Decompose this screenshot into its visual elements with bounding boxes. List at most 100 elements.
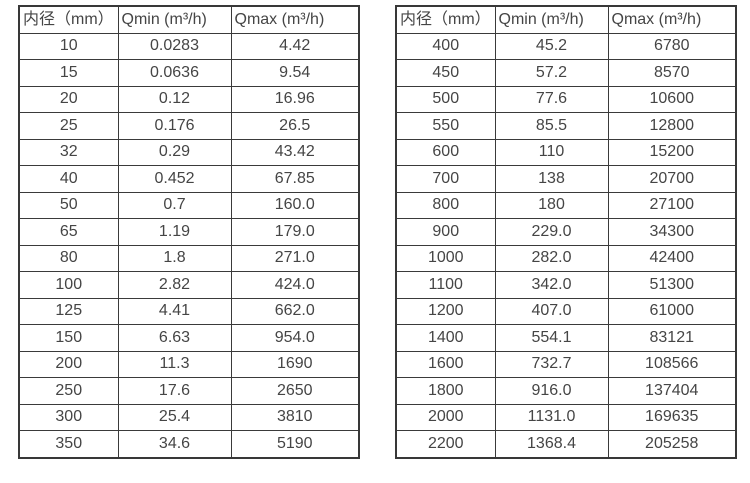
- table-row: 2200 1368.4 205258: [395, 430, 737, 458]
- qmin-cell: 282.0: [494, 244, 609, 272]
- diameter-cell: 100: [18, 271, 119, 299]
- header-qmin: Qmin (m³/h): [494, 5, 609, 34]
- diameter-cell: 1100: [395, 271, 496, 299]
- qmax-cell: 16.96: [230, 85, 360, 113]
- qmin-cell: 34.6: [117, 430, 232, 458]
- diameter-cell: 700: [395, 165, 496, 193]
- qmin-cell: 57.2: [494, 59, 609, 87]
- table-row: 250 17.6 2650: [18, 377, 360, 405]
- table-row: 1800 916.0 137404: [395, 377, 737, 405]
- qmax-cell: 67.85: [230, 165, 360, 193]
- qmax-cell: 205258: [607, 430, 737, 458]
- qmin-cell: 1131.0: [494, 403, 609, 431]
- qmin-cell: 6.63: [117, 324, 232, 352]
- qmax-cell: 26.5: [230, 112, 360, 140]
- diameter-cell: 125: [18, 297, 119, 325]
- qmin-cell: 110: [494, 138, 609, 166]
- qmin-cell: 180: [494, 191, 609, 219]
- qmin-cell: 25.4: [117, 403, 232, 431]
- table-row: 80 1.8 271.0: [18, 244, 360, 272]
- qmax-cell: 61000: [607, 297, 737, 325]
- qmin-cell: 4.41: [117, 297, 232, 325]
- table-row: 1200 407.0 61000: [395, 297, 737, 325]
- qmax-cell: 83121: [607, 324, 737, 352]
- table-row: 50 0.7 160.0: [18, 191, 360, 219]
- table-row: 1400 554.1 83121: [395, 324, 737, 352]
- diameter-cell: 350: [18, 430, 119, 458]
- qmin-cell: 0.0636: [117, 59, 232, 87]
- table-row: 200 11.3 1690: [18, 350, 360, 378]
- diameter-cell: 1400: [395, 324, 496, 352]
- qmin-cell: 45.2: [494, 32, 609, 60]
- qmax-cell: 43.42: [230, 138, 360, 166]
- table-row: 700 138 20700: [395, 165, 737, 193]
- header-qmin: Qmin (m³/h): [117, 5, 232, 34]
- table-row: 500 77.6 10600: [395, 85, 737, 113]
- table-row: 800 180 27100: [395, 191, 737, 219]
- table-row: 100 2.82 424.0: [18, 271, 360, 299]
- qmin-cell: 1.8: [117, 244, 232, 272]
- diameter-cell: 500: [395, 85, 496, 113]
- flow-spec-table-right: 内径（mm） Qmin (m³/h) Qmax (m³/h) 400 45.2 67…: [395, 5, 737, 459]
- header-row: 内径（mm） Qmin (m³/h) Qmax (m³/h): [18, 5, 360, 34]
- table-row: 600 110 15200: [395, 138, 737, 166]
- qmax-cell: 1690: [230, 350, 360, 378]
- diameter-cell: 20: [18, 85, 119, 113]
- table-row: 65 1.19 179.0: [18, 218, 360, 246]
- qmax-cell: 160.0: [230, 191, 360, 219]
- diameter-cell: 1600: [395, 350, 496, 378]
- header-diameter: 内径（mm）: [18, 5, 119, 34]
- qmin-cell: 342.0: [494, 271, 609, 299]
- qmin-cell: 0.29: [117, 138, 232, 166]
- diameter-cell: 250: [18, 377, 119, 405]
- qmin-cell: 732.7: [494, 350, 609, 378]
- table-row: 150 6.63 954.0: [18, 324, 360, 352]
- qmax-cell: 169635: [607, 403, 737, 431]
- diameter-cell: 300: [18, 403, 119, 431]
- table-row: 40 0.452 67.85: [18, 165, 360, 193]
- qmax-cell: 3810: [230, 403, 360, 431]
- table-row: 2000 1131.0 169635: [395, 403, 737, 431]
- header-qmax: Qmax (m³/h): [607, 5, 737, 34]
- diameter-cell: 50: [18, 191, 119, 219]
- qmax-cell: 34300: [607, 218, 737, 246]
- qmax-cell: 10600: [607, 85, 737, 113]
- diameter-cell: 1800: [395, 377, 496, 405]
- table-row: 300 25.4 3810: [18, 403, 360, 431]
- qmax-cell: 271.0: [230, 244, 360, 272]
- diameter-cell: 2200: [395, 430, 496, 458]
- diameter-cell: 800: [395, 191, 496, 219]
- diameter-cell: 40: [18, 165, 119, 193]
- qmin-cell: 554.1: [494, 324, 609, 352]
- table-row: 1600 732.7 108566: [395, 350, 737, 378]
- qmin-cell: 0.7: [117, 191, 232, 219]
- table-row: 350 34.6 5190: [18, 430, 360, 458]
- qmin-cell: 138: [494, 165, 609, 193]
- qmin-cell: 1368.4: [494, 430, 609, 458]
- qmax-cell: 8570: [607, 59, 737, 87]
- qmin-cell: 17.6: [117, 377, 232, 405]
- qmax-cell: 954.0: [230, 324, 360, 352]
- header-row: 内径（mm） Qmin (m³/h) Qmax (m³/h): [395, 5, 737, 34]
- qmin-cell: 85.5: [494, 112, 609, 140]
- header-diameter: 内径（mm）: [395, 5, 496, 34]
- diameter-cell: 150: [18, 324, 119, 352]
- qmin-cell: 0.176: [117, 112, 232, 140]
- diameter-cell: 2000: [395, 403, 496, 431]
- table-row: 125 4.41 662.0: [18, 297, 360, 325]
- qmax-cell: 5190: [230, 430, 360, 458]
- table-row: 15 0.0636 9.54: [18, 59, 360, 87]
- table-row: 32 0.29 43.42: [18, 138, 360, 166]
- diameter-cell: 80: [18, 244, 119, 272]
- qmin-cell: 2.82: [117, 271, 232, 299]
- table-row: 550 85.5 12800: [395, 112, 737, 140]
- diameter-cell: 200: [18, 350, 119, 378]
- qmin-cell: 0.452: [117, 165, 232, 193]
- qmax-cell: 20700: [607, 165, 737, 193]
- table-row: 10 0.0283 4.42: [18, 32, 360, 60]
- qmax-cell: 137404: [607, 377, 737, 405]
- table-row: 1100 342.0 51300: [395, 271, 737, 299]
- qmin-cell: 11.3: [117, 350, 232, 378]
- qmax-cell: 662.0: [230, 297, 360, 325]
- table-row: 20 0.12 16.96: [18, 85, 360, 113]
